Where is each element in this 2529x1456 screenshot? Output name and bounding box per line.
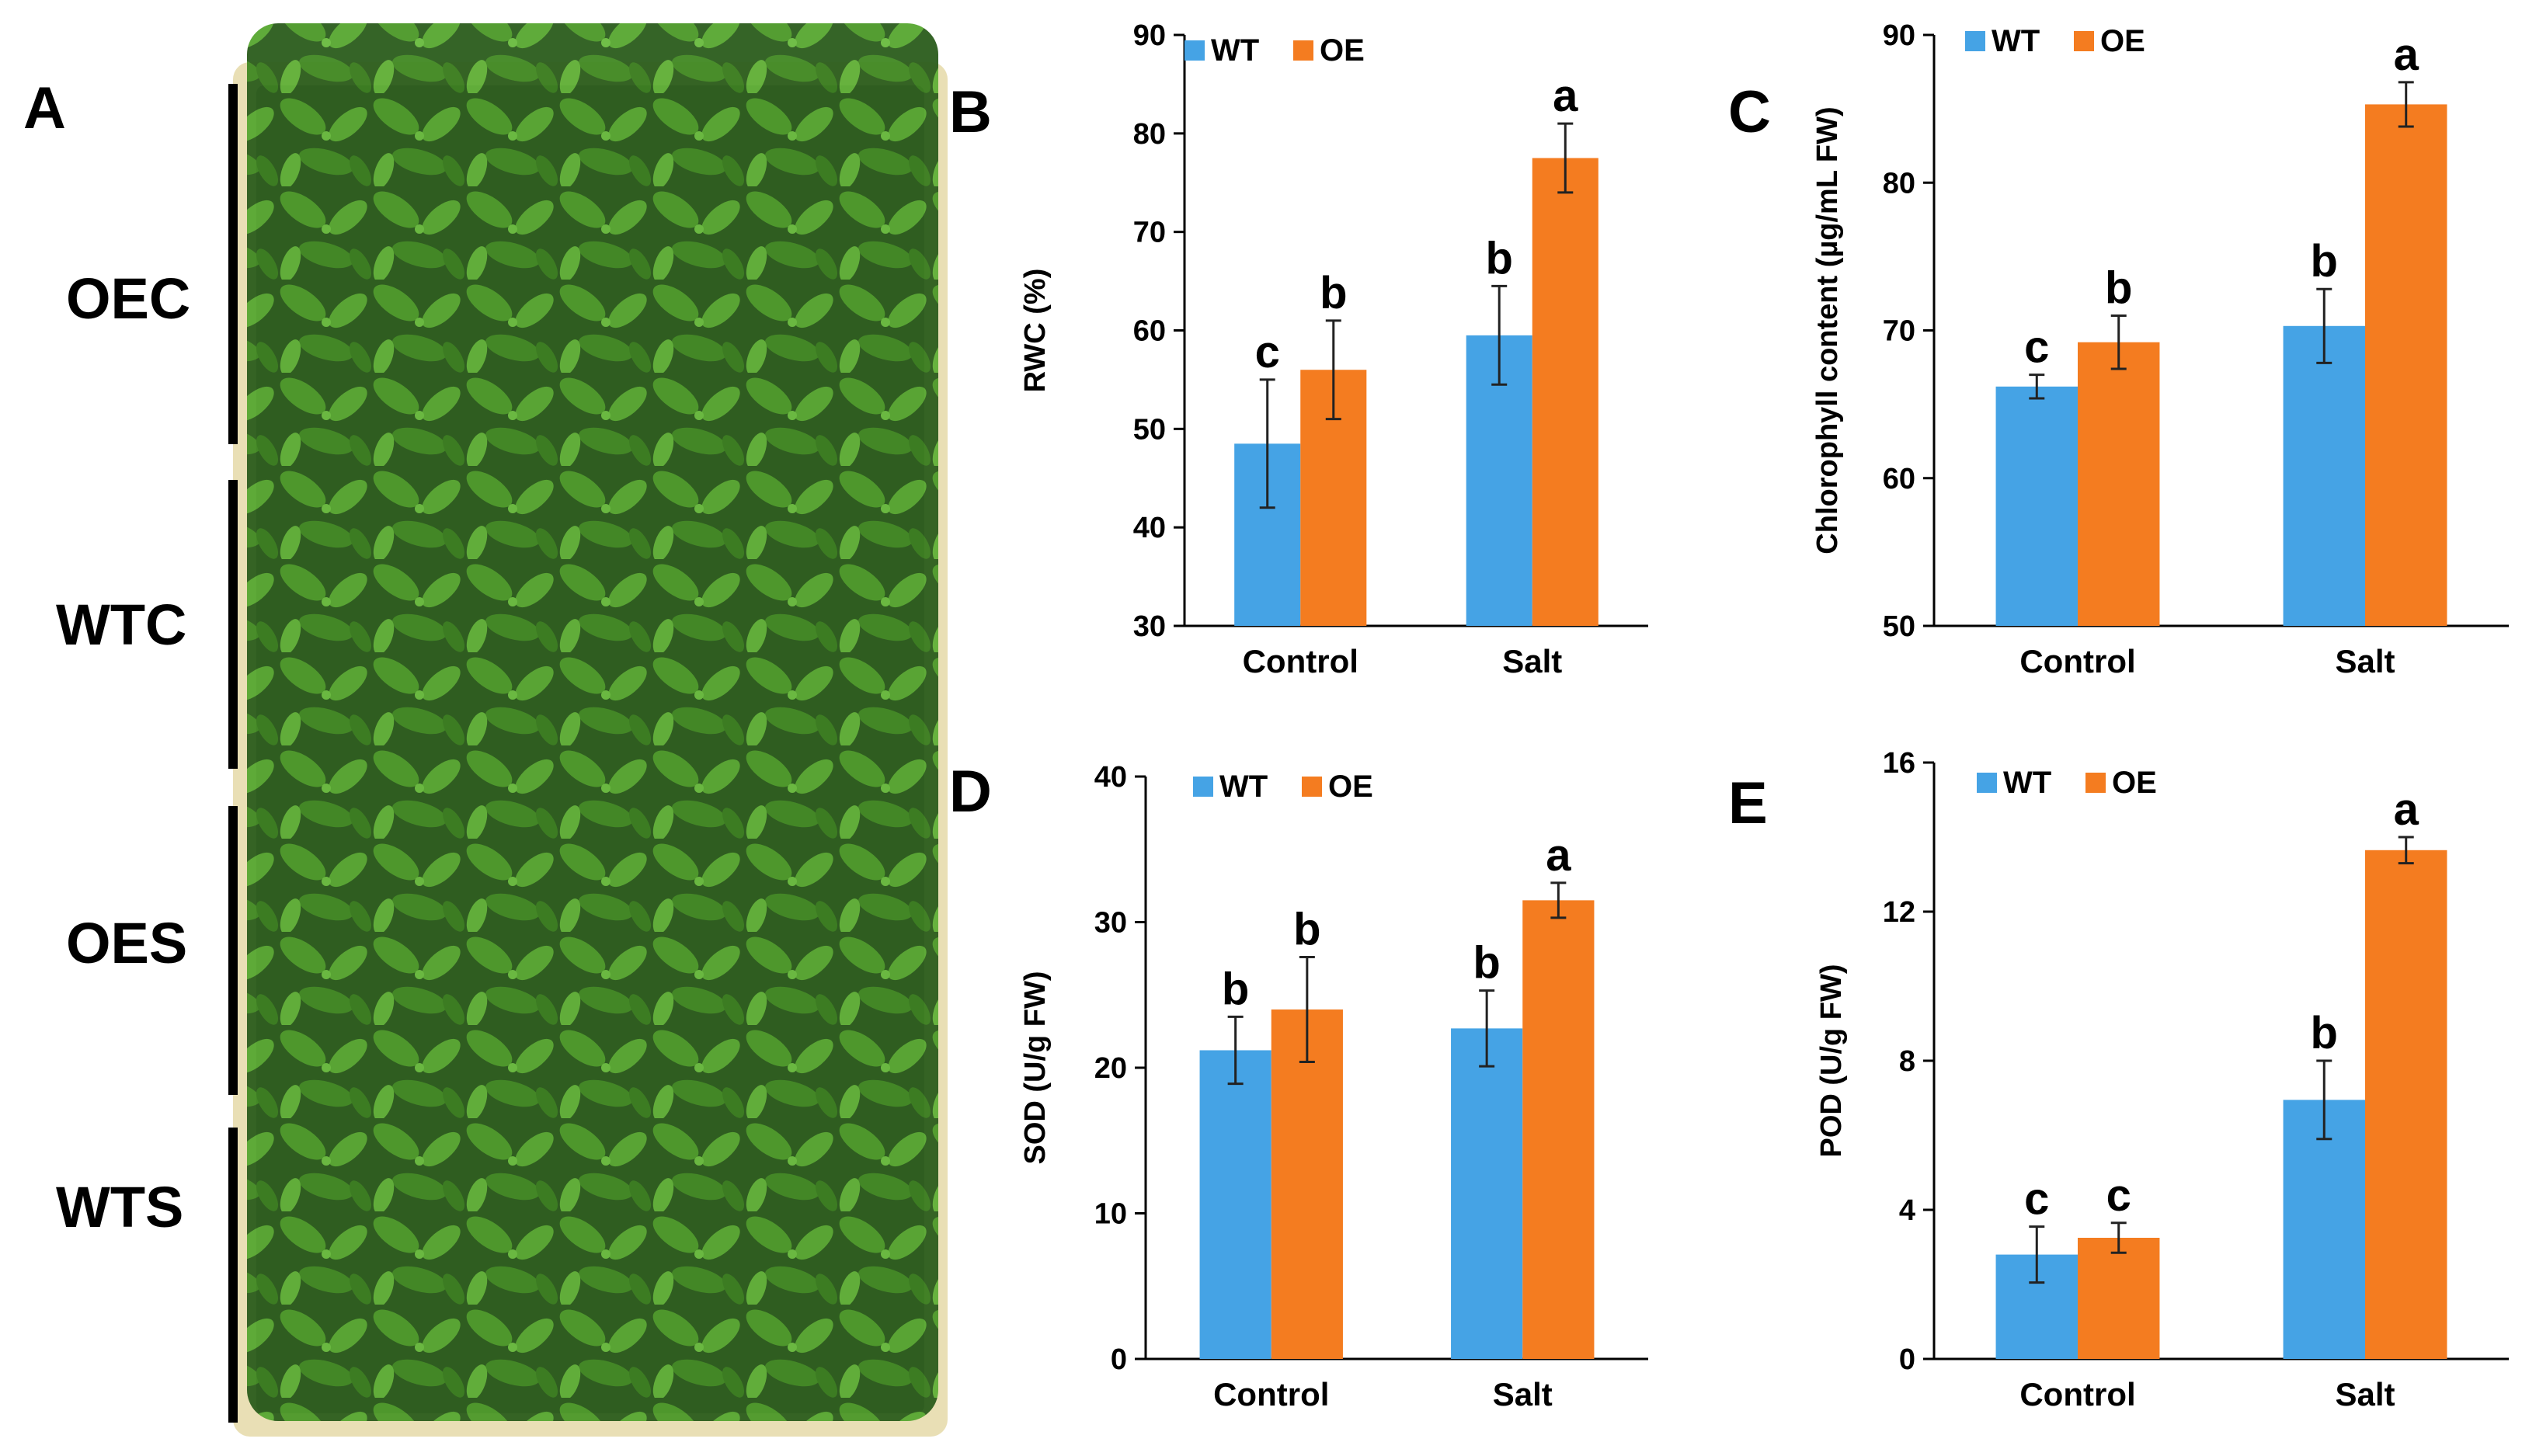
significance-letter: c — [1255, 327, 1280, 377]
bar-wt-control — [1995, 386, 2078, 626]
group-label-wtc: WTC — [56, 592, 187, 657]
bar-oe-salt — [1532, 158, 1598, 626]
plant-tray-photo — [233, 23, 948, 1437]
panel-label-c: C — [1728, 79, 1771, 145]
legend-swatch-wt — [1977, 773, 1997, 793]
bar-oe-salt — [1522, 900, 1595, 1359]
y-tick-label: 70 — [1883, 315, 1915, 348]
legend-swatch-oe — [1302, 777, 1322, 797]
y-tick-label: 12 — [1883, 896, 1915, 929]
legend: WT OE — [1965, 24, 2145, 58]
y-axis-label: Chlorophyll content (µg/mL FW) — [1811, 106, 1844, 554]
legend-swatch-oe — [2085, 773, 2106, 793]
y-tick-label: 20 — [1094, 1052, 1127, 1085]
significance-letter: a — [1553, 71, 1578, 121]
significance-letter: b — [2105, 262, 2132, 313]
group-label-wts: WTS — [56, 1175, 183, 1239]
bar-wt-salt — [2283, 1100, 2365, 1359]
x-category-label: Control — [1213, 1376, 1329, 1413]
y-tick-label: 16 — [1883, 747, 1915, 780]
legend-label-oe: OE — [1320, 33, 1365, 68]
bar-oe-control — [2078, 342, 2160, 626]
legend-swatch-oe — [2074, 31, 2094, 51]
panel-label-a: A — [23, 75, 66, 141]
bar-oe-control — [1271, 1009, 1343, 1359]
significance-letter: c — [2024, 1174, 2049, 1225]
y-tick-label: 4 — [1899, 1194, 1915, 1227]
significance-letter: b — [1320, 268, 1347, 318]
x-category-label: Salt — [1493, 1376, 1553, 1413]
x-category-label: Salt — [2335, 1376, 2395, 1413]
significance-letter: b — [1222, 964, 1249, 1014]
legend-label-wt: WT — [2003, 766, 2051, 800]
plant-foliage — [247, 23, 938, 1421]
x-category-label: Control — [2019, 643, 2135, 679]
y-tick-label: 70 — [1133, 217, 1166, 249]
y-tick-label: 30 — [1133, 610, 1166, 643]
legend-swatch-wt — [1184, 40, 1205, 61]
significance-letter: b — [2311, 236, 2338, 287]
y-tick-label: 90 — [1883, 19, 1915, 52]
legend-label-oe: OE — [2100, 24, 2145, 58]
y-tick-label: 80 — [1133, 118, 1166, 151]
bar-oe-salt — [2365, 104, 2447, 627]
legend-label-oe: OE — [1328, 770, 1373, 804]
significance-letter: b — [1485, 233, 1512, 283]
significance-letter: b — [1293, 905, 1320, 955]
y-tick-label: 40 — [1094, 761, 1127, 794]
significance-letter: c — [2106, 1170, 2131, 1221]
y-tick-label: 0 — [1899, 1343, 1915, 1376]
y-tick-label: 8 — [1899, 1045, 1915, 1078]
legend-swatch-oe — [1293, 40, 1313, 61]
significance-letter: c — [2024, 322, 2049, 373]
y-tick-label: 60 — [1133, 315, 1166, 348]
chart-panel-c: C 50 60 70 80 90 Chlorophyll content (µg/mL FW… — [1728, 19, 2509, 679]
bar-wt-salt — [2283, 325, 2365, 626]
x-category-label: Control — [1243, 643, 1358, 679]
significance-letter: a — [2394, 30, 2419, 80]
group-label-oes: OES — [66, 911, 187, 975]
legend-label-oe: OE — [2112, 766, 2157, 800]
y-tick-label: 60 — [1883, 463, 1915, 495]
bar-oe-salt — [2365, 850, 2447, 1359]
y-axis-label: RWC (%) — [1019, 269, 1052, 393]
legend: WT OE — [1193, 770, 1373, 804]
y-tick-label: 50 — [1883, 610, 1915, 643]
y-tick-label: 80 — [1883, 167, 1915, 200]
significance-letter: b — [2311, 1008, 2338, 1058]
panel-label-d: D — [949, 759, 992, 825]
legend-label-wt: WT — [1992, 24, 2040, 58]
y-tick-label: 30 — [1094, 907, 1127, 940]
bar-wt-salt — [1451, 1028, 1523, 1359]
legend-swatch-wt — [1193, 777, 1213, 797]
y-axis-label: POD (U/g FW) — [1815, 964, 1848, 1157]
y-tick-label: 0 — [1111, 1343, 1127, 1376]
group-label-oec: OEC — [66, 266, 190, 331]
bar-oe-control — [2078, 1238, 2160, 1359]
panel-label-e: E — [1728, 770, 1768, 836]
legend: WT OE — [1977, 766, 2157, 800]
significance-letter: b — [1473, 938, 1500, 989]
legend-label-wt: WT — [1211, 33, 1259, 68]
significance-letter: a — [1546, 830, 1571, 881]
bar-wt-control — [1199, 1050, 1271, 1359]
panel-label-b: B — [949, 79, 992, 145]
chart-panel-e: E 0 4 8 12 16 POD (U/g FW) Control c c Salt b a WT OE — [1728, 747, 2509, 1413]
x-category-label: Salt — [1502, 643, 1562, 679]
x-category-label: Control — [2019, 1376, 2135, 1413]
legend-swatch-wt — [1965, 31, 1985, 51]
significance-letter: a — [2394, 784, 2419, 835]
y-axis-label: SOD (U/g FW) — [1019, 971, 1052, 1164]
legend-label-wt: WT — [1219, 770, 1268, 804]
y-tick-label: 40 — [1133, 512, 1166, 544]
legend: WT OE — [1184, 33, 1365, 68]
x-category-label: Salt — [2335, 643, 2395, 679]
y-tick-label: 50 — [1133, 413, 1166, 446]
y-tick-label: 90 — [1133, 19, 1166, 52]
y-tick-label: 10 — [1094, 1198, 1127, 1231]
